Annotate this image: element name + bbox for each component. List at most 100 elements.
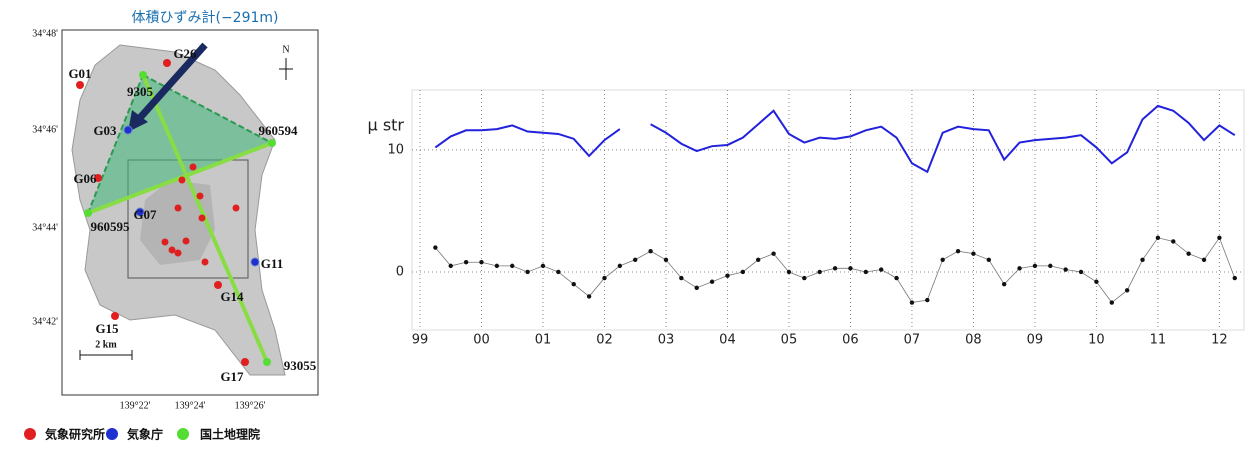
station bbox=[163, 59, 171, 67]
data-point bbox=[1124, 288, 1130, 293]
lon-label: 139°26' bbox=[235, 400, 266, 411]
station bbox=[84, 209, 92, 217]
data-point bbox=[709, 279, 715, 284]
lat-label: 34°46' bbox=[32, 124, 58, 135]
data-point bbox=[1063, 267, 1068, 272]
x-tick-label: 02 bbox=[596, 333, 613, 348]
station-label: G15 bbox=[95, 321, 119, 336]
legend-label: 国土地理院 bbox=[200, 427, 260, 442]
data-point bbox=[1048, 263, 1053, 269]
data-point bbox=[525, 269, 530, 275]
data-point bbox=[771, 251, 776, 256]
station-label: G07 bbox=[133, 207, 157, 222]
legend-marker bbox=[106, 428, 118, 440]
data-point bbox=[1155, 235, 1161, 240]
station bbox=[214, 281, 222, 289]
data-point bbox=[1186, 251, 1191, 256]
data-point bbox=[863, 269, 869, 275]
legend-marker bbox=[24, 428, 36, 440]
data-point bbox=[556, 269, 561, 275]
chart: 99 00 01 02 03 04 05 06 07 08 09 10 11 12 0 10 μ str bbox=[368, 89, 1245, 348]
x-tick-label: 10 bbox=[1088, 333, 1105, 348]
station bbox=[268, 139, 276, 147]
data-point bbox=[479, 260, 484, 265]
data-point bbox=[633, 257, 638, 262]
station bbox=[135, 207, 145, 217]
series-line bbox=[434, 104, 1236, 174]
data-point bbox=[1109, 300, 1114, 305]
y-axis-label: μ str bbox=[368, 116, 405, 135]
data-point bbox=[617, 263, 623, 269]
station bbox=[94, 174, 102, 182]
north-label: N bbox=[282, 44, 289, 55]
data-point bbox=[1032, 263, 1038, 269]
data-point bbox=[878, 267, 884, 272]
data-point bbox=[1201, 257, 1207, 262]
x-tick-label: 06 bbox=[842, 333, 859, 348]
data-point bbox=[955, 249, 961, 254]
station bbox=[241, 358, 249, 366]
data-point bbox=[510, 263, 515, 269]
data-point bbox=[786, 269, 792, 275]
x-tick-label: 01 bbox=[535, 333, 552, 348]
data-point bbox=[1001, 281, 1007, 287]
stations-unlabeled bbox=[161, 163, 240, 266]
scale-label: 2 km bbox=[95, 339, 117, 350]
data-point bbox=[740, 269, 746, 275]
data-point bbox=[894, 275, 899, 281]
data-point bbox=[1232, 275, 1237, 281]
station-label: 9305 bbox=[127, 84, 154, 99]
data-point bbox=[925, 297, 930, 303]
x-tick-label: 04 bbox=[719, 333, 736, 348]
data-point bbox=[817, 269, 822, 275]
station-label: G03 bbox=[93, 123, 117, 138]
data-point bbox=[463, 260, 469, 265]
x-tick-label: 11 bbox=[1150, 333, 1167, 348]
data-point bbox=[1140, 257, 1145, 262]
station-label: 960594 bbox=[259, 123, 299, 138]
x-tick-label: 05 bbox=[781, 333, 798, 348]
annotation: 体積ひずみ計(−291m) bbox=[131, 10, 278, 26]
station-label: G26 bbox=[173, 46, 197, 61]
arrow-head bbox=[128, 110, 148, 132]
x-tick-label: 12 bbox=[1211, 333, 1228, 348]
station-label: G01 bbox=[68, 66, 91, 81]
legend-marker bbox=[177, 428, 189, 440]
station bbox=[123, 125, 133, 135]
data-point bbox=[663, 257, 669, 262]
data-point bbox=[602, 275, 607, 281]
lat-label: 34°48' bbox=[32, 28, 58, 39]
data-point bbox=[1171, 239, 1176, 244]
data-point bbox=[648, 249, 653, 254]
station bbox=[111, 312, 119, 320]
data-point bbox=[986, 257, 992, 262]
x-tick-label: 99 bbox=[412, 333, 429, 348]
lat-label: 34°44' bbox=[32, 222, 58, 233]
data-point bbox=[679, 275, 684, 281]
data-point bbox=[832, 266, 838, 271]
y-tick-label: 10 bbox=[387, 142, 404, 157]
station-label: G11 bbox=[261, 256, 283, 271]
data-point bbox=[725, 273, 730, 278]
plot-area bbox=[411, 89, 1245, 331]
station bbox=[139, 71, 147, 79]
x-tick-label: 07 bbox=[904, 333, 921, 348]
station-label: G06 bbox=[73, 171, 97, 186]
data-point bbox=[1217, 235, 1222, 240]
station-label: G17 bbox=[220, 369, 244, 384]
lat-label: 34°42' bbox=[32, 316, 58, 327]
x-tick-label: 08 bbox=[965, 333, 982, 348]
legend-label: 気象庁 bbox=[127, 427, 163, 442]
data-point bbox=[940, 257, 945, 262]
x-tick-label: 00 bbox=[473, 333, 490, 348]
station-label: G14 bbox=[220, 289, 244, 304]
arrow bbox=[135, 42, 208, 123]
data-point bbox=[971, 251, 976, 256]
station bbox=[250, 257, 260, 267]
data-point bbox=[694, 285, 699, 291]
lon-label: 139°22' bbox=[120, 400, 151, 411]
legend-label: 気象研究所 bbox=[45, 427, 105, 442]
y-tick-label: 0 bbox=[396, 264, 404, 279]
station-label: 93055 bbox=[284, 358, 317, 373]
